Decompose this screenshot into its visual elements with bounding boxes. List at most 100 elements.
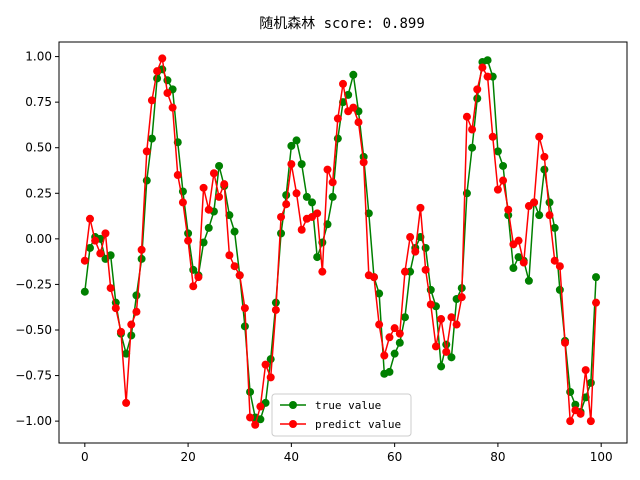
data-point [339,79,347,88]
data-point [153,74,162,83]
data-point [240,322,249,331]
data-point [390,349,399,358]
data-point [209,169,218,178]
data-point [220,180,229,189]
y-tick-label: 1.00 [25,50,52,64]
data-point [85,243,94,252]
legend-marker [289,401,297,409]
data-point [478,63,487,72]
data-point [137,254,146,263]
data-point [509,264,518,273]
x-tick-label: 0 [81,450,89,464]
data-point [328,192,337,201]
data-point [431,342,440,351]
data-point [158,54,167,63]
data-point [385,333,394,342]
data-point [153,67,162,76]
data-point [111,304,120,313]
data-point [406,233,415,242]
data-point [545,211,554,220]
data-point [411,247,420,256]
data-point [535,211,544,220]
data-point [137,245,146,254]
data-point [369,273,378,282]
data-point [504,211,513,220]
data-point [426,300,435,309]
data-point [189,282,198,291]
x-tick-label: 20 [180,450,195,464]
data-point [287,160,296,169]
y-tick-label: −0.25 [15,277,52,291]
data-point [91,236,100,245]
data-point [400,313,409,322]
data-point [561,338,570,347]
data-point [545,198,554,207]
data-point [385,367,394,376]
data-point [514,236,523,245]
data-point [240,304,249,313]
data-point [354,118,363,127]
data-point [519,258,528,267]
data-point [493,185,502,194]
data-point [499,176,508,185]
data-point [468,125,477,134]
data-point [256,402,265,411]
data-point [282,200,291,209]
data-point [297,225,306,234]
data-point [447,313,456,322]
data-point [380,351,389,360]
data-point [323,165,332,174]
data-point [421,265,430,274]
data-point [499,161,508,170]
data-point [256,415,265,424]
data-point [333,114,342,123]
data-point [416,203,425,212]
data-point [555,262,564,271]
data-point [349,103,358,112]
data-point [395,338,404,347]
data-point [483,72,492,81]
data-point [127,320,136,329]
data-point [266,373,275,382]
data-point [168,103,177,112]
data-point [215,161,224,170]
data-point [204,223,213,232]
x-tick-label: 80 [490,450,505,464]
data-point [199,238,208,247]
data-point [447,353,456,362]
data-point [194,273,203,282]
data-point [530,198,539,207]
y-tick-label: −0.75 [15,369,52,383]
data-point [106,251,115,260]
x-tick-label: 40 [284,450,299,464]
y-tick-label: 0.25 [25,186,52,200]
data-point [375,320,384,329]
data-point [318,267,327,276]
data-point [576,409,585,418]
data-point [400,267,409,276]
data-point [540,165,549,174]
data-point [287,141,296,150]
data-point [488,132,497,141]
data-point [297,160,306,169]
data-point [535,132,544,141]
legend-label: true value [315,399,381,412]
data-point [215,192,224,201]
series-1 [80,54,601,429]
data-point [571,400,580,409]
data-point [246,387,255,396]
data-point [142,147,151,156]
data-point [292,136,301,145]
data-point [586,378,595,387]
legend-marker [289,420,297,428]
data-point [132,291,141,300]
data-point [333,134,342,143]
data-point [313,253,322,262]
data-point [302,192,311,201]
chart-title: 随机森林 score: 0.899 [259,16,425,32]
data-point [147,96,156,105]
data-point [106,284,115,293]
data-point [292,189,301,198]
data-point [550,256,559,265]
y-tick-label: 0.50 [25,141,52,155]
